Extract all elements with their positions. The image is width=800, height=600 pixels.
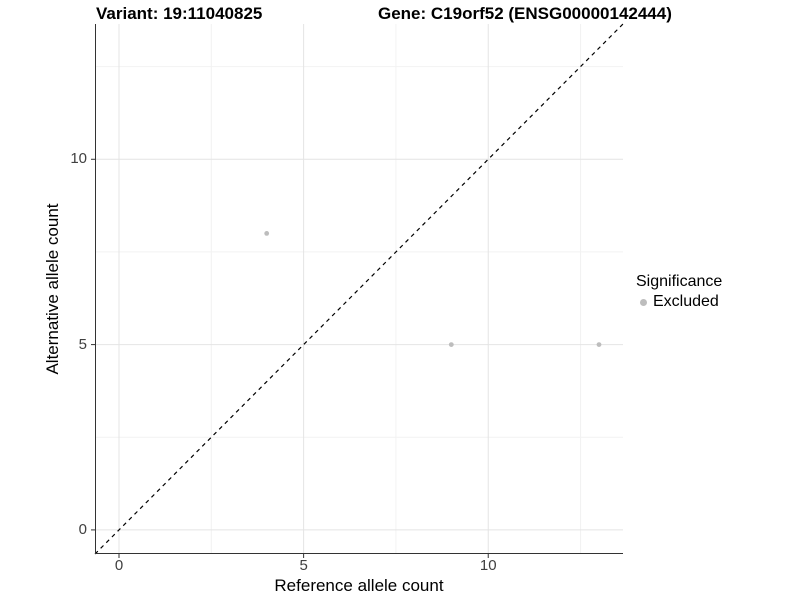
y-tick-label: 0 [78,520,87,538]
y-tick-label: 10 [70,150,87,168]
y-tick-label: 5 [78,335,87,353]
legend-entry-excluded: Excluded [636,293,722,311]
excluded-point-icon [640,298,647,306]
y-axis-label: Alternative allele count [43,203,62,375]
data-point [264,231,270,236]
plot-title-gene: Gene: C19orf52 (ENSG00000142444) [378,4,672,23]
x-tick-label: 10 [479,557,497,574]
data-point [596,342,602,347]
x-axis-label: Reference allele count [274,576,444,595]
legend: Significance Excluded [636,272,722,311]
legend-entry-label: Excluded [653,293,719,310]
plot-title-variant: Variant: 19:11040825 [96,4,263,23]
plot-canvas [91,23,624,558]
legend-title: Significance [636,273,723,290]
x-tick-label: 0 [114,557,124,574]
x-tick-label: 5 [299,557,308,574]
data-point [448,342,454,347]
plot-panel [91,23,624,558]
